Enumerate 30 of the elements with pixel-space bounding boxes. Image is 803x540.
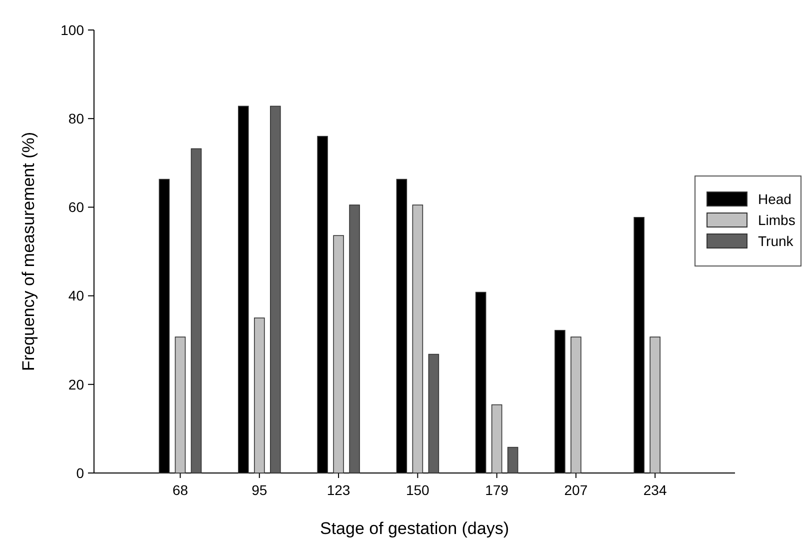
x-tick-label: 179 (485, 482, 509, 498)
bar (491, 404, 502, 474)
y-tick-label: 20 (68, 376, 84, 392)
y-tick-label: 80 (68, 110, 84, 126)
bar (270, 106, 281, 474)
x-tick-label: 68 (172, 482, 188, 498)
y-tick-label: 0 (76, 464, 84, 481)
x-tick-label: 123 (326, 482, 350, 498)
bar (254, 318, 265, 474)
bar (412, 204, 424, 474)
x-tick-label: 234 (643, 482, 667, 498)
bar (570, 336, 582, 474)
bar (174, 336, 186, 474)
legend-label: Trunk (758, 232, 794, 249)
bar (333, 235, 344, 474)
bar (428, 354, 440, 474)
bar (507, 446, 518, 474)
legend-label: Head (758, 190, 792, 207)
x-tick-label: 95 (252, 482, 268, 498)
y-tick-label: 100 (60, 22, 84, 38)
x-tick-label: 150 (406, 482, 430, 498)
bar (349, 204, 360, 474)
legend-label: Limbs (758, 212, 796, 228)
y-tick-label: 40 (68, 288, 84, 304)
x-tick-label: 207 (564, 482, 588, 498)
bar (190, 148, 202, 474)
y-axis-title: Frequency of measurement (%) (19, 132, 38, 372)
x-axis-title: Stage of gestation (days) (320, 519, 510, 538)
y-tick-label: 60 (68, 199, 84, 216)
bar (650, 336, 660, 474)
